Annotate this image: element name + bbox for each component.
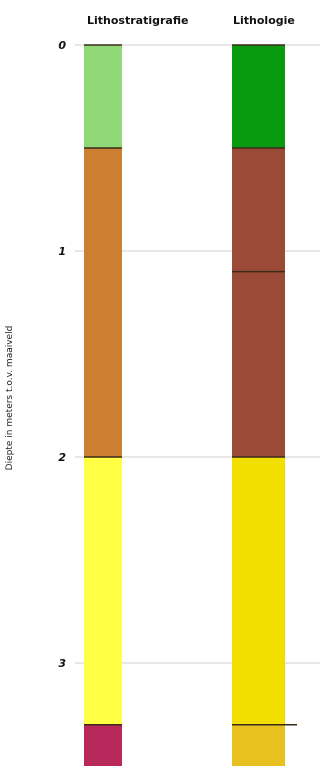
layer-lithologie-1[interactable] — [232, 148, 285, 272]
layer-lithologie-2[interactable] — [232, 271, 285, 457]
layer-lithologie-4[interactable] — [232, 724, 285, 766]
column-lithologie — [232, 44, 297, 766]
lithologie-header: Lithologie — [233, 14, 295, 27]
y-tick-label-3: 3 — [58, 657, 66, 670]
layer-lithostratigrafie-3[interactable] — [84, 724, 122, 766]
column-lithostratigrafie — [84, 44, 122, 766]
y-tick-label-0: 0 — [58, 39, 66, 52]
lithostratigrafie-header: Lithostratigrafie — [87, 14, 189, 27]
layer-lithologie-0[interactable] — [232, 45, 285, 148]
layer-lithologie-3[interactable] — [232, 457, 285, 725]
layer-lithostratigrafie-0[interactable] — [84, 45, 122, 148]
layer-lithostratigrafie-1[interactable] — [84, 148, 122, 457]
y-tick-label-1: 1 — [58, 245, 66, 258]
layer-lithostratigrafie-2[interactable] — [84, 457, 122, 725]
y-tick-label-2: 2 — [58, 451, 66, 464]
